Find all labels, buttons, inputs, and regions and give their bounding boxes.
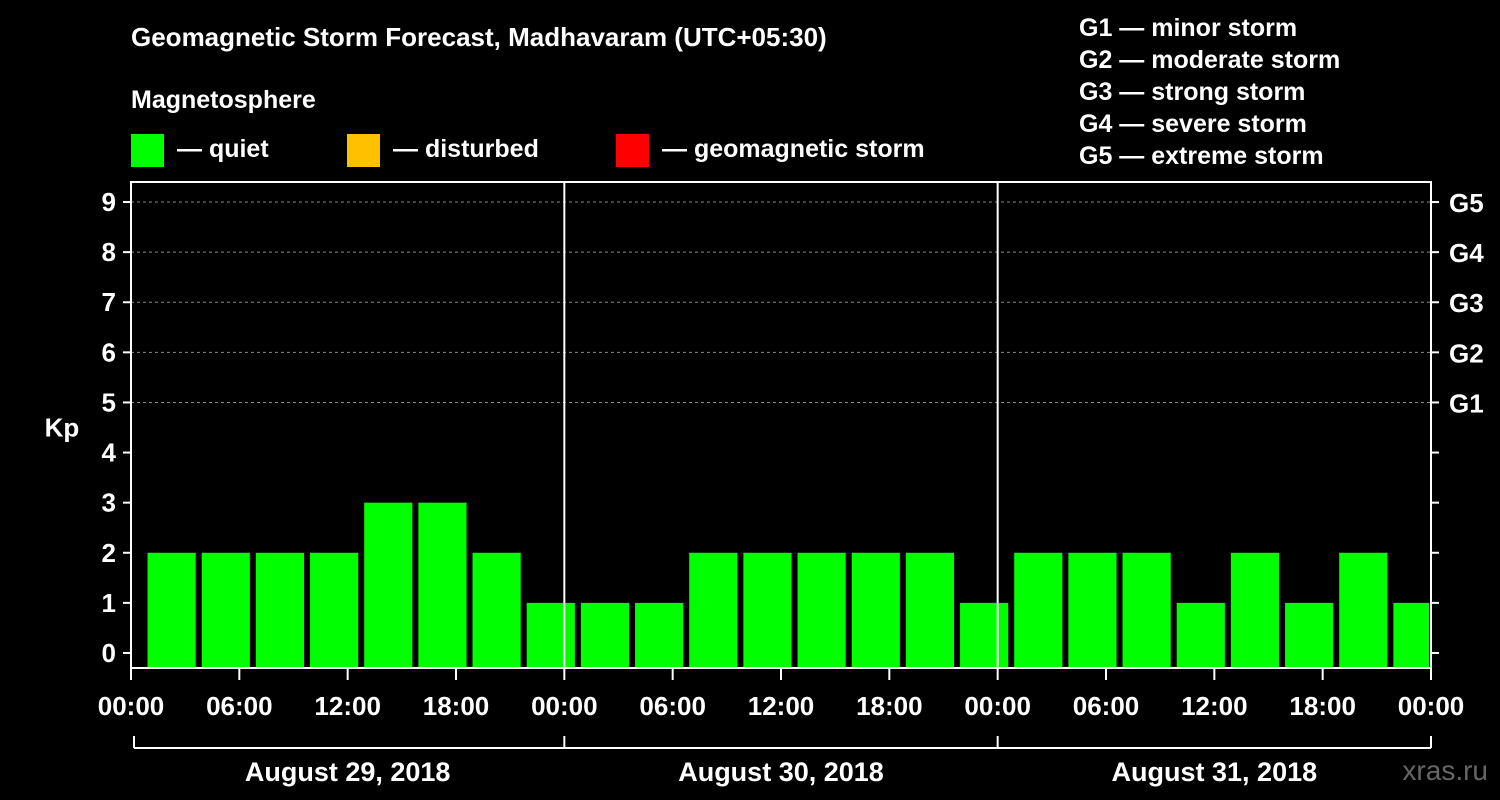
storm-level-g5: G5 — extreme storm xyxy=(1079,142,1324,170)
legend-swatch-disturbed xyxy=(347,134,380,167)
kp-bar xyxy=(797,552,846,667)
x-tick-label: 18:00 xyxy=(423,691,490,721)
x-tick-label: 00:00 xyxy=(98,691,165,721)
day-label: August 30, 2018 xyxy=(678,757,884,787)
kp-bar xyxy=(905,552,955,667)
x-tick-label: 06:00 xyxy=(639,691,706,721)
legend-label-storm: — geomagnetic storm xyxy=(662,135,925,163)
x-tick-label: 18:00 xyxy=(1289,691,1356,721)
y-tick-label: 4 xyxy=(102,438,117,468)
y-tick-label: 9 xyxy=(102,187,116,217)
legend-label-disturbed: — disturbed xyxy=(393,135,539,163)
kp-bar xyxy=(1068,552,1117,667)
x-tick-label: 18:00 xyxy=(856,691,923,721)
y-tick-label: 3 xyxy=(102,488,116,518)
kp-bar xyxy=(1014,552,1063,667)
y-axis-title: Kp xyxy=(45,413,80,443)
kp-bar xyxy=(310,552,359,667)
kp-bar xyxy=(526,602,575,667)
kp-bar xyxy=(1230,552,1280,667)
x-tick-label: 12:00 xyxy=(1181,691,1248,721)
kp-bar xyxy=(364,502,413,667)
right-axis-label-g3: G3 xyxy=(1449,288,1484,318)
magnetosphere-label: Magnetosphere xyxy=(131,86,316,114)
kp-bar xyxy=(635,602,684,667)
kp-bar xyxy=(201,552,250,667)
kp-bar xyxy=(960,602,1009,667)
watermark: xras.ru xyxy=(1402,755,1488,786)
kp-bar xyxy=(147,552,196,667)
y-tick-label: 8 xyxy=(102,237,116,267)
storm-level-g1: G1 — minor storm xyxy=(1079,14,1298,42)
chart-title: Geomagnetic Storm Forecast, Madhavaram (… xyxy=(131,22,827,52)
kp-bar xyxy=(689,552,738,667)
day-label: August 31, 2018 xyxy=(1112,757,1318,787)
day-label: August 29, 2018 xyxy=(245,757,451,787)
kp-bar xyxy=(580,602,630,667)
kp-bar xyxy=(743,552,792,667)
x-tick-label: 00:00 xyxy=(531,691,598,721)
x-tick-label: 00:00 xyxy=(964,691,1031,721)
y-tick-label: 7 xyxy=(102,287,116,317)
kp-bar xyxy=(472,552,521,667)
storm-level-g4: G4 — severe storm xyxy=(1079,110,1307,138)
kp-bar xyxy=(1393,602,1429,667)
right-axis-label-g1: G1 xyxy=(1449,388,1484,418)
legend-label-quiet: — quiet xyxy=(177,135,269,163)
kp-bar xyxy=(1339,552,1388,667)
right-axis-label-g2: G2 xyxy=(1449,338,1484,368)
kp-bar xyxy=(255,552,305,667)
kp-bar xyxy=(1176,602,1225,667)
y-tick-label: 0 xyxy=(102,638,116,668)
kp-bar xyxy=(851,552,900,667)
x-tick-label: 12:00 xyxy=(314,691,381,721)
storm-level-g3: G3 — strong storm xyxy=(1079,78,1306,106)
legend-swatch-storm xyxy=(616,134,649,167)
right-axis-label-g5: G5 xyxy=(1449,188,1484,218)
y-tick-label: 5 xyxy=(102,387,116,417)
kp-bar xyxy=(1122,552,1171,667)
y-tick-label: 6 xyxy=(102,337,116,367)
x-tick-label: 00:00 xyxy=(1398,691,1465,721)
y-tick-label: 2 xyxy=(102,538,116,568)
y-tick-label: 1 xyxy=(102,588,116,618)
storm-level-g2: G2 — moderate storm xyxy=(1079,46,1341,74)
kp-bar xyxy=(418,502,467,667)
right-axis-label-g4: G4 xyxy=(1449,238,1484,268)
kp-bar xyxy=(1285,602,1334,667)
x-tick-label: 12:00 xyxy=(748,691,815,721)
x-tick-label: 06:00 xyxy=(206,691,273,721)
x-tick-label: 06:00 xyxy=(1073,691,1140,721)
legend-swatch-quiet xyxy=(131,134,164,167)
